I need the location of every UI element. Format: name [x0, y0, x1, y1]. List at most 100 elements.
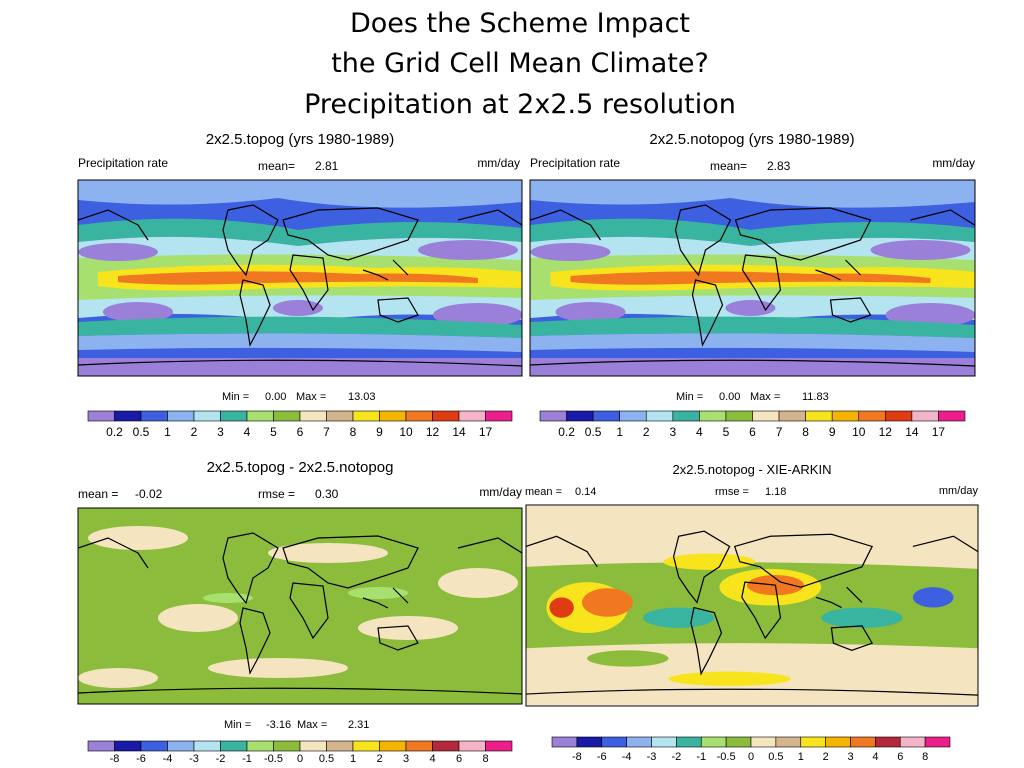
- colorbars: 0.2 0.5 1 2 3 4 5 6 7 8 9 10 12 14 17 0.2 0.5 1 2 3 4 5 6 7 8 9 10…: [87, 410, 966, 765]
- min-label: Min =: [222, 391, 249, 403]
- colorbar-label: 4: [244, 425, 251, 439]
- colorbar-swatch: [405, 410, 433, 422]
- max-value: 13.03: [348, 391, 376, 403]
- colorbar-label: 12: [879, 425, 893, 439]
- colorbar-swatch: [140, 740, 168, 752]
- colorbar-swatch: [326, 410, 354, 422]
- mean-label: mean =: [78, 487, 118, 501]
- colorbar-swatch: [220, 740, 248, 752]
- colorbar-label: -3: [189, 753, 199, 765]
- colorbar-label: 3: [217, 425, 224, 439]
- slide-title: Precipitation at 2x2.5 resolution: [304, 89, 736, 120]
- colorbar-swatch: [850, 736, 876, 748]
- colorbar-swatch: [800, 736, 826, 748]
- colorbar-swatch: [551, 736, 578, 748]
- rmse-value: 1.18: [765, 486, 786, 498]
- colorbar-swatch: [485, 410, 513, 422]
- min-value: 0.00: [265, 391, 286, 403]
- colorbar-label: 2: [643, 425, 650, 439]
- colorbar-label: 4: [872, 751, 878, 763]
- colorbar-label: 2: [823, 751, 829, 763]
- colorbar-swatch: [299, 410, 327, 422]
- colorbar-swatch: [626, 736, 652, 748]
- colorbar-swatch: [645, 410, 674, 422]
- rmse-label: rmse =: [715, 486, 749, 498]
- colorbar-label: -8: [110, 753, 120, 765]
- colorbar-swatch: [432, 740, 460, 752]
- colorbar-label: 3: [847, 751, 853, 763]
- map-frame: [77, 179, 523, 377]
- mean-value: -0.02: [135, 487, 163, 501]
- colorbar-label: 17: [479, 425, 493, 439]
- colorbar-label: 8: [350, 425, 357, 439]
- mean-value: 2.83: [767, 159, 791, 173]
- colorbar-swatch: [725, 410, 753, 422]
- max-label: Max =: [296, 391, 326, 403]
- rmse-value: 0.30: [315, 487, 339, 501]
- map: [78, 508, 522, 704]
- colorbar-swatch: [778, 410, 806, 422]
- colorbar-label: 3: [669, 425, 676, 439]
- max-label: Max =: [297, 719, 327, 731]
- mean-label: mean=: [710, 159, 747, 173]
- colorbar-label: 8: [802, 425, 809, 439]
- colorbar-label: -6: [597, 751, 607, 763]
- max-value: 11.83: [802, 391, 829, 403]
- colorbar-swatch: [458, 740, 486, 752]
- colorbar-swatch: [352, 740, 380, 752]
- colorbar-label: -0.5: [717, 751, 736, 763]
- colorbar-swatch: [592, 410, 620, 422]
- colorbar-swatch: [725, 736, 752, 748]
- panel-title: 2x2.5.notopog (yrs 1980-1989): [649, 131, 854, 148]
- colorbar-swatch: [938, 410, 966, 422]
- colorbar-swatch: [700, 736, 727, 748]
- colorbar-label: 6: [456, 753, 462, 765]
- panel-title: 2x2.5.notopog - XIE-ARKIN: [673, 462, 832, 477]
- colorbar-swatch: [273, 410, 301, 422]
- mean-label: mean =: [525, 486, 562, 498]
- map-frame: [525, 504, 979, 707]
- colorbar-swatch: [114, 740, 142, 752]
- colorbar-swatch: [858, 410, 886, 422]
- colorbar-swatch: [326, 740, 354, 752]
- mean-value: 0.14: [575, 486, 596, 498]
- units: mm/day: [939, 485, 979, 497]
- colorbar-swatch: [220, 410, 248, 422]
- colorbar-swatch: [246, 740, 274, 752]
- colorbar-swatch: [775, 736, 802, 748]
- colorbar-swatch: [167, 740, 195, 752]
- colorbar-label: -6: [136, 753, 146, 765]
- colorbar-swatch: [114, 410, 142, 422]
- units: mm/day: [477, 156, 520, 170]
- max-value: 2.31: [348, 719, 369, 731]
- mean-value: 2.81: [315, 159, 339, 173]
- colorbar-label: 2: [191, 425, 198, 439]
- colorbar-label: 4: [429, 753, 435, 765]
- colorbar-swatch: [924, 736, 951, 748]
- colorbar-label: 0.2: [558, 425, 575, 439]
- colorbar-label: -8: [572, 751, 582, 763]
- colorbar-swatch: [805, 410, 833, 422]
- colorbar-label: 0: [748, 751, 754, 763]
- map-frame: [77, 507, 523, 705]
- colorbar-label: 9: [376, 425, 383, 439]
- colorbar-label: 1: [616, 425, 623, 439]
- colorbar-label: 0.5: [319, 753, 334, 765]
- colorbar-swatch: [676, 736, 702, 748]
- colorbar-swatch: [405, 740, 433, 752]
- field-label: Precipitation rate: [78, 156, 168, 170]
- colorbar-swatch: [539, 410, 567, 422]
- colorbar-label: 0.5: [585, 425, 602, 439]
- colorbar-label: 6: [897, 751, 903, 763]
- colorbar-swatch: [875, 736, 901, 748]
- colorbar-swatch: [825, 736, 851, 748]
- colorbar-swatch: [911, 410, 939, 422]
- colorbar-swatch: [899, 736, 926, 748]
- colorbar-label: -0.5: [264, 753, 283, 765]
- colorbar-label: 9: [829, 425, 836, 439]
- colorbar-swatch: [379, 740, 407, 752]
- mean-label: mean=: [258, 159, 295, 173]
- colorbar-swatch: [193, 740, 221, 752]
- colorbar-swatch: [485, 740, 513, 752]
